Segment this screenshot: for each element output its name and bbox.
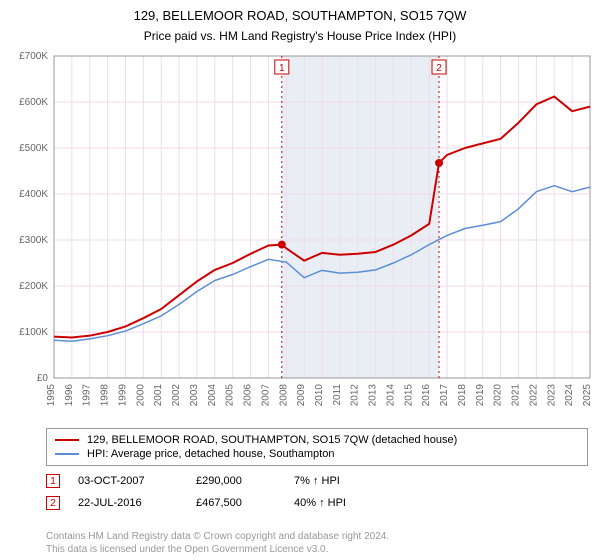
copyright: Contains HM Land Registry data © Crown c… bbox=[46, 530, 588, 556]
svg-text:2017: 2017 bbox=[439, 384, 450, 407]
svg-text:£300K: £300K bbox=[19, 235, 48, 246]
svg-text:2015: 2015 bbox=[403, 384, 414, 407]
chart-area: £0 £100K £200K £300K £400K £500K £600K £700K 199… bbox=[0, 48, 600, 418]
svg-text:£400K: £400K bbox=[19, 189, 48, 200]
svg-text:2022: 2022 bbox=[528, 384, 539, 407]
svg-text:2013: 2013 bbox=[368, 384, 379, 407]
sale-price: £290,000 bbox=[196, 475, 276, 487]
legend-row: 129, BELLEMOOR ROAD, SOUTHAMPTON, SO15 7… bbox=[55, 433, 579, 447]
svg-text:2023: 2023 bbox=[546, 384, 557, 407]
svg-text:£700K: £700K bbox=[19, 51, 48, 62]
svg-text:2011: 2011 bbox=[332, 384, 343, 406]
svg-text:1997: 1997 bbox=[82, 384, 93, 407]
sale-price: £467,500 bbox=[196, 497, 276, 509]
svg-text:2010: 2010 bbox=[314, 384, 325, 407]
svg-text:£600K: £600K bbox=[19, 97, 48, 108]
svg-text:2012: 2012 bbox=[350, 384, 361, 407]
svg-text:1995: 1995 bbox=[46, 384, 57, 407]
svg-text:£200K: £200K bbox=[19, 281, 48, 292]
svg-text:2005: 2005 bbox=[225, 384, 236, 407]
sale-row: 1 03-OCT-2007 £290,000 7% ↑ HPI bbox=[46, 470, 588, 492]
legend-text: 129, BELLEMOOR ROAD, SOUTHAMPTON, SO15 7… bbox=[87, 434, 457, 446]
legend-text: HPI: Average price, detached house, Sout… bbox=[87, 448, 334, 460]
legend-row: HPI: Average price, detached house, Sout… bbox=[55, 447, 579, 461]
svg-text:2006: 2006 bbox=[243, 384, 254, 407]
svg-text:1: 1 bbox=[279, 63, 285, 74]
svg-text:£100K: £100K bbox=[19, 327, 48, 338]
svg-text:2008: 2008 bbox=[278, 384, 289, 407]
svg-text:2000: 2000 bbox=[135, 384, 146, 407]
svg-text:2009: 2009 bbox=[296, 384, 307, 407]
sale-number-badge: 1 bbox=[46, 474, 60, 488]
chart-container: 129, BELLEMOOR ROAD, SOUTHAMPTON, SO15 7… bbox=[0, 0, 600, 560]
sale-date: 03-OCT-2007 bbox=[78, 475, 178, 487]
legend-swatch bbox=[55, 453, 79, 455]
svg-text:2018: 2018 bbox=[457, 384, 468, 407]
sale-rows: 1 03-OCT-2007 £290,000 7% ↑ HPI 2 22-JUL… bbox=[46, 470, 588, 514]
legend: 129, BELLEMOOR ROAD, SOUTHAMPTON, SO15 7… bbox=[46, 428, 588, 466]
svg-text:2003: 2003 bbox=[189, 384, 200, 407]
svg-text:2020: 2020 bbox=[493, 384, 504, 407]
svg-text:2025: 2025 bbox=[582, 384, 593, 407]
svg-text:2007: 2007 bbox=[260, 384, 271, 407]
svg-text:1996: 1996 bbox=[64, 384, 75, 407]
svg-text:2004: 2004 bbox=[207, 384, 218, 407]
svg-text:2014: 2014 bbox=[385, 384, 396, 407]
sale-pct: 40% ↑ HPI bbox=[294, 497, 394, 509]
svg-text:2016: 2016 bbox=[421, 384, 432, 407]
svg-text:£500K: £500K bbox=[19, 143, 48, 154]
svg-text:1999: 1999 bbox=[117, 384, 128, 407]
copyright-line1: Contains HM Land Registry data © Crown c… bbox=[46, 530, 588, 543]
sale-date: 22-JUL-2016 bbox=[78, 497, 178, 509]
chart-title: 129, BELLEMOOR ROAD, SOUTHAMPTON, SO15 7… bbox=[0, 0, 600, 25]
chart-svg: £0 £100K £200K £300K £400K £500K £600K £700K 199… bbox=[0, 48, 600, 418]
sale-row: 2 22-JUL-2016 £467,500 40% ↑ HPI bbox=[46, 492, 588, 514]
svg-text:2021: 2021 bbox=[511, 384, 522, 407]
svg-text:1998: 1998 bbox=[100, 384, 111, 407]
copyright-line2: This data is licensed under the Open Gov… bbox=[46, 543, 588, 556]
svg-text:2002: 2002 bbox=[171, 384, 182, 407]
svg-text:2001: 2001 bbox=[153, 384, 164, 407]
svg-text:£0: £0 bbox=[37, 373, 49, 384]
svg-text:2: 2 bbox=[436, 63, 442, 74]
sale-number-badge: 2 bbox=[46, 496, 60, 510]
chart-subtitle: Price paid vs. HM Land Registry's House … bbox=[0, 25, 600, 45]
svg-text:2019: 2019 bbox=[475, 384, 486, 407]
legend-swatch bbox=[55, 439, 79, 441]
sale-pct: 7% ↑ HPI bbox=[294, 475, 394, 487]
svg-text:2024: 2024 bbox=[564, 384, 575, 407]
